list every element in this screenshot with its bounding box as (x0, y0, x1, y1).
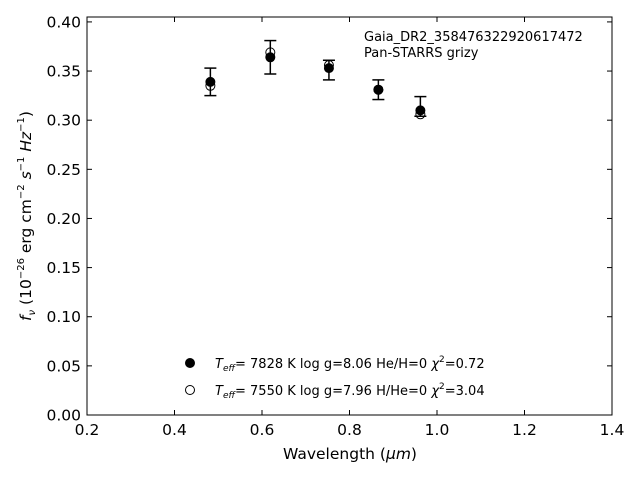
y-tick-label: 0.15 (46, 259, 81, 277)
source-annotation-line2: Pan-STARRS grizy (364, 46, 479, 61)
legend: Teff= 7828 K log g=8.06 He/H=0 χ2=0.72 T… (185, 355, 485, 401)
x-tick-label: 0.8 (337, 421, 362, 439)
legend-marker-filled (185, 358, 195, 368)
x-axis-title: Wavelength (μm) (283, 445, 417, 463)
x-tick-label: 0.4 (162, 421, 187, 439)
legend-entry-2: Teff= 7550 K log g=7.96 H/He=0 χ2=3.04 (215, 382, 485, 401)
model-point-filled (373, 84, 384, 95)
axis-ticks: 0.2 0.4 0.6 0.8 1.0 1.2 1.4 0.00 0.05 0.10 0.15 0.2… (46, 13, 624, 439)
plot-frame (86, 16, 613, 416)
y-tick-label: 0.00 (46, 407, 81, 425)
model-point-filled (205, 76, 216, 87)
y-tick-label: 0.25 (46, 161, 81, 179)
y-tick-label: 0.40 (46, 13, 81, 31)
legend-marker-open (185, 385, 195, 395)
source-annotation-line1: Gaia_DR2_358476322920617472 (364, 30, 583, 45)
data-points (205, 47, 426, 120)
x-tick-label: 1.2 (512, 421, 537, 439)
model-point-filled (323, 63, 334, 74)
x-tick-label: 1.0 (425, 421, 450, 439)
x-tick-label: 0.6 (250, 421, 275, 439)
y-tick-label: 0.30 (46, 112, 81, 130)
model-point-filled (265, 52, 276, 63)
x-tick-label: 0.2 (75, 421, 100, 439)
model-point-filled (415, 105, 426, 116)
y-tick-label: 0.20 (46, 210, 81, 228)
x-tick-label: 1.4 (600, 421, 625, 439)
y-axis-title: fν (10−26 erg cm−2 s−1 Hz−1) (16, 111, 38, 321)
y-tick-label: 0.10 (46, 308, 81, 326)
y-tick-label: 0.05 (46, 357, 81, 375)
legend-entry-1: Teff= 7828 K log g=8.06 He/H=0 χ2=0.72 (215, 355, 485, 374)
y-tick-label: 0.35 (46, 63, 81, 81)
